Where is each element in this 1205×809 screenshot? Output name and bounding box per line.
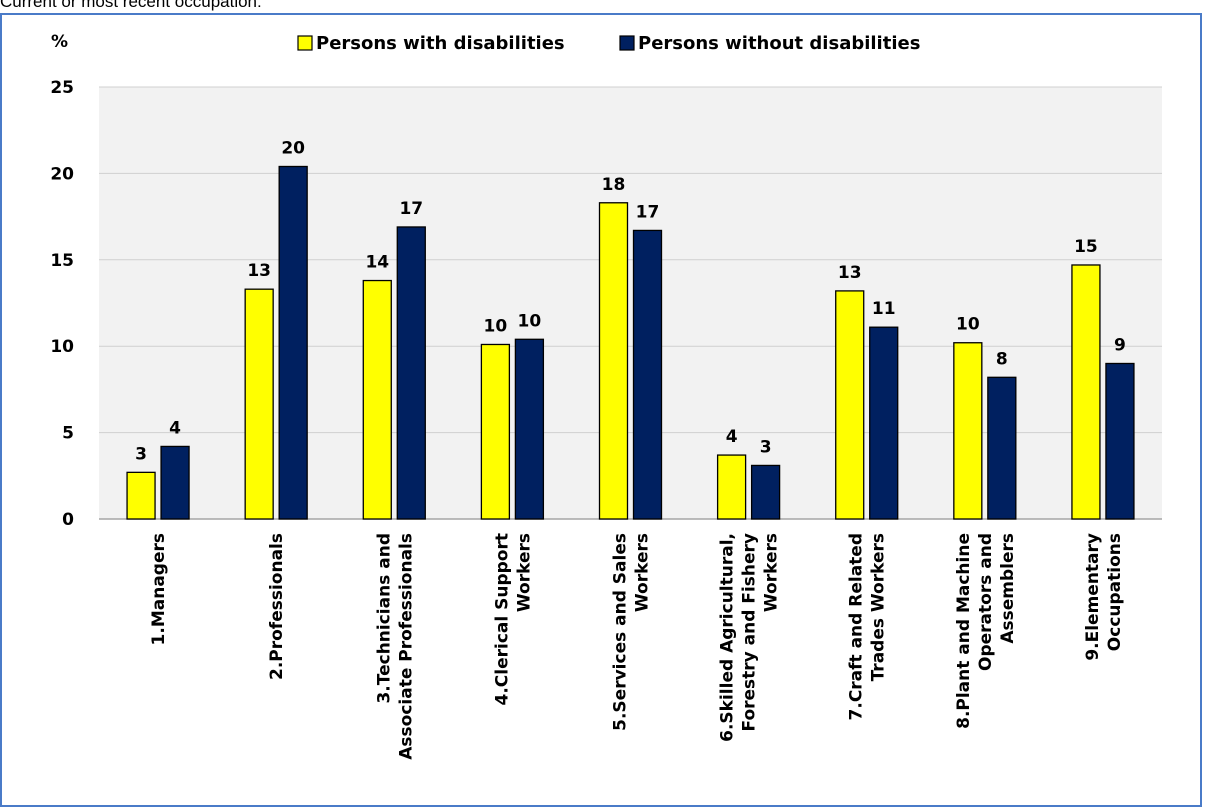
y-axis-ticks: 0 5 10 15 20 25: [50, 78, 74, 530]
data-label: 4: [169, 418, 181, 438]
bar-with-disabilities: [126, 471, 156, 520]
x-axis-category-label: Trades Workers: [869, 533, 889, 681]
data-label: 8: [996, 349, 1008, 369]
legend-swatch-without-disabilities: [619, 35, 635, 51]
bar-with-disabilities: [244, 288, 274, 520]
data-label: 3: [135, 444, 147, 464]
x-axis-category-label: Assemblers: [998, 533, 1018, 644]
data-label: 13: [838, 263, 862, 283]
x-axis-category-label: 8.Plant and Machine: [954, 533, 974, 729]
bar-with-disabilities: [1071, 264, 1101, 520]
y-tick-label: 5: [62, 424, 74, 444]
x-axis-category-label: 3.Technicians and: [374, 533, 394, 704]
bar-with-disabilities: [598, 202, 629, 520]
bar-without-disabilities: [869, 326, 899, 520]
x-axis-category-label: 2.Professionals: [267, 533, 287, 680]
x-axis-category-label: Workers: [762, 533, 782, 612]
x-axis-category-label: Occupations: [1105, 533, 1125, 651]
data-labels: 3 4 13 20 14 17 10 10 18 17 4 3 13 11 10 8 15 9: [135, 138, 1126, 464]
y-tick-label: 25: [50, 78, 74, 98]
gridlines: [99, 86, 1162, 520]
data-label: 20: [281, 138, 305, 158]
legend-swatch-with-disabilities: [297, 35, 313, 51]
bar-with-disabilities: [953, 342, 983, 520]
x-axis-category-label: 4.Clerical Support: [492, 533, 512, 706]
y-tick-label: 20: [50, 164, 74, 184]
x-axis-category-label: Associate Professionals: [396, 533, 416, 760]
x-axis-category-label: 9.Elementary: [1083, 533, 1103, 661]
data-label: 3: [760, 437, 772, 457]
legend: Persons with disabilities Persons without…: [297, 33, 920, 54]
data-label: 17: [636, 202, 660, 222]
data-label: 10: [956, 315, 980, 335]
data-label: 13: [247, 261, 271, 281]
legend-label-with-disabilities: Persons with disabilities: [316, 33, 565, 54]
data-label: 4: [726, 427, 738, 447]
bar-with-disabilities: [362, 279, 392, 520]
x-axis-category-label: Workers: [514, 533, 534, 612]
bar-without-disabilities: [160, 445, 190, 520]
x-axis-category-label: 1.Managers: [149, 533, 169, 645]
y-tick-label: 10: [50, 337, 74, 357]
y-tick-label: 15: [50, 251, 74, 271]
data-label: 17: [399, 199, 423, 219]
bar-without-disabilities: [514, 338, 545, 520]
data-label: 9: [1114, 335, 1126, 355]
y-axis-unit-label: %: [51, 32, 68, 52]
data-label: 14: [365, 253, 389, 273]
data-label: 18: [602, 175, 626, 195]
bar-with-disabilities: [835, 290, 865, 520]
chart-caption: Current or most recent occupation:: [0, 0, 262, 11]
data-label: 10: [484, 316, 508, 336]
bar-without-disabilities: [278, 165, 308, 520]
bar-without-disabilities: [632, 229, 663, 520]
x-axis-category-label: Workers: [633, 533, 653, 612]
bar-without-disabilities: [1105, 362, 1135, 520]
data-label: 15: [1074, 237, 1098, 257]
x-axis-category-label: 7.Craft and Related: [847, 533, 867, 720]
plot-area-background: [99, 87, 1162, 519]
x-axis-category-labels: 1.Managers 2.Professionals 3.Technicians a…: [149, 533, 1125, 760]
x-axis-category-label: Operators and: [976, 533, 996, 671]
x-axis-category-label: Forestry and Fishery: [740, 533, 760, 731]
x-axis-category-label: 6.Skilled Agricultural,: [718, 533, 738, 742]
chart-frame: 0 5 10 15 20 25 % 3 4 13 20 14 17 10 10 18 17 4 3 13 11 10 8…: [0, 13, 1202, 807]
bar-chart: 0 5 10 15 20 25 % 3 4 13 20 14 17 10 10 18 17 4 3 13 11 10 8…: [50, 32, 1162, 760]
legend-label-without-disabilities: Persons without disabilities: [638, 33, 920, 54]
data-label: 10: [518, 311, 542, 331]
bar-with-disabilities: [716, 454, 747, 520]
data-label: 11: [872, 299, 896, 319]
bars: [126, 165, 1135, 520]
bar-without-disabilities: [396, 226, 426, 520]
bar-without-disabilities: [987, 376, 1017, 520]
bar-without-disabilities: [750, 464, 781, 520]
y-tick-label: 0: [62, 510, 74, 530]
bar-with-disabilities: [480, 343, 511, 520]
x-axis-category-label: 5.Services and Sales: [611, 533, 631, 731]
